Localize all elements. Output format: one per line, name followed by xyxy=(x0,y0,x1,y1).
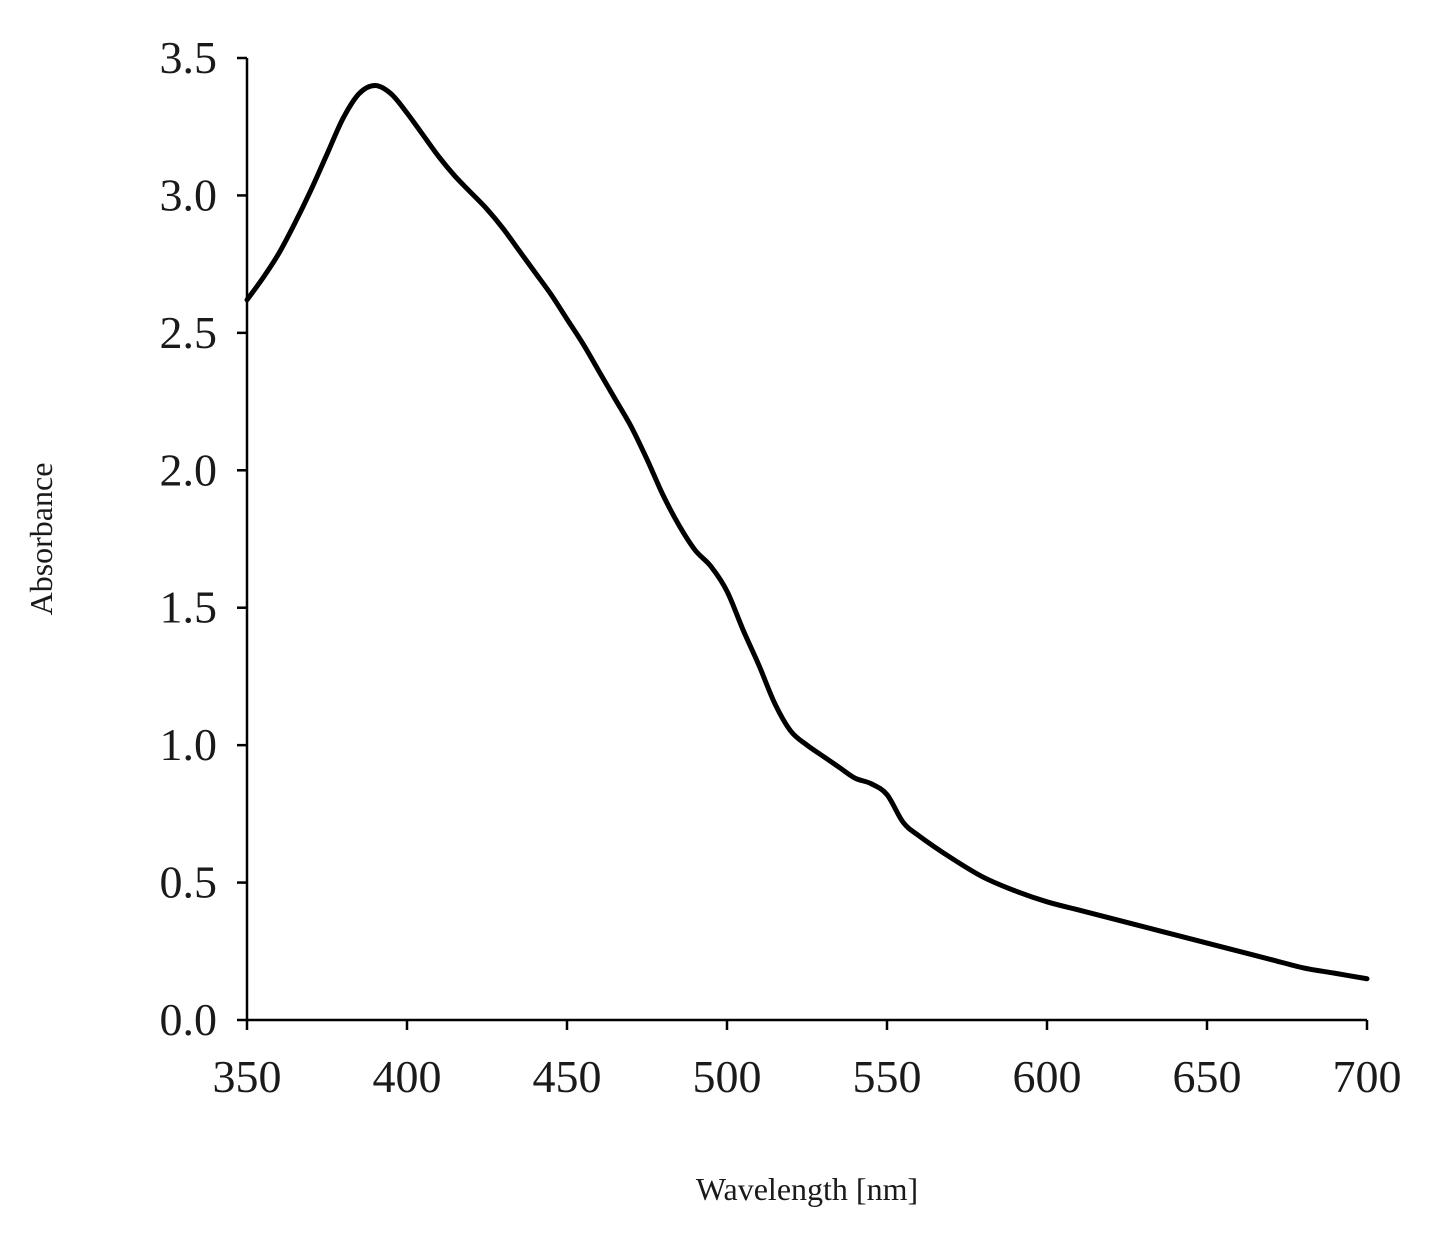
y-tick-label: 3.5 xyxy=(160,32,218,83)
x-tick-label: 600 xyxy=(1013,1051,1082,1102)
x-tick-label: 350 xyxy=(213,1051,282,1102)
y-tick-label: 2.5 xyxy=(160,307,218,358)
y-tick-label: 0.5 xyxy=(160,857,218,908)
y-tick-label: 1.0 xyxy=(160,719,218,770)
y-axis-ticks: 0.0 0.5 1.0 1.5 2.0 2.5 3.0 3.5 xyxy=(160,32,247,1045)
x-axis-title: Wavelength [nm] xyxy=(696,1171,918,1207)
absorbance-series-line xyxy=(244,82,1370,982)
x-axis-ticks: 350 400 450 500 550 600 650 700 xyxy=(213,1020,1402,1102)
plot-area: 0.0 0.5 1.0 1.5 2.0 2.5 3.0 3.5 350 400 450 500 550… xyxy=(160,32,1402,1102)
y-tick-label: 3.0 xyxy=(160,169,218,220)
y-axis-title: Absorbance xyxy=(23,463,59,616)
y-tick-label: 0.0 xyxy=(160,994,218,1045)
x-tick-label: 700 xyxy=(1333,1051,1402,1102)
x-tick-label: 400 xyxy=(373,1051,442,1102)
x-tick-label: 650 xyxy=(1173,1051,1242,1102)
y-tick-label: 2.0 xyxy=(160,444,218,495)
x-tick-label: 500 xyxy=(693,1051,762,1102)
x-tick-label: 450 xyxy=(533,1051,602,1102)
x-tick-label: 550 xyxy=(853,1051,922,1102)
series-group xyxy=(244,82,1370,982)
y-tick-label: 1.5 xyxy=(160,582,218,633)
